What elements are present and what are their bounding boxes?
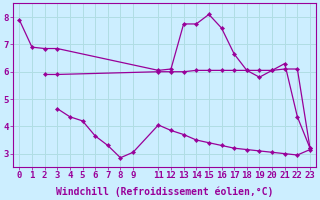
X-axis label: Windchill (Refroidissement éolien,°C): Windchill (Refroidissement éolien,°C) [56, 186, 273, 197]
